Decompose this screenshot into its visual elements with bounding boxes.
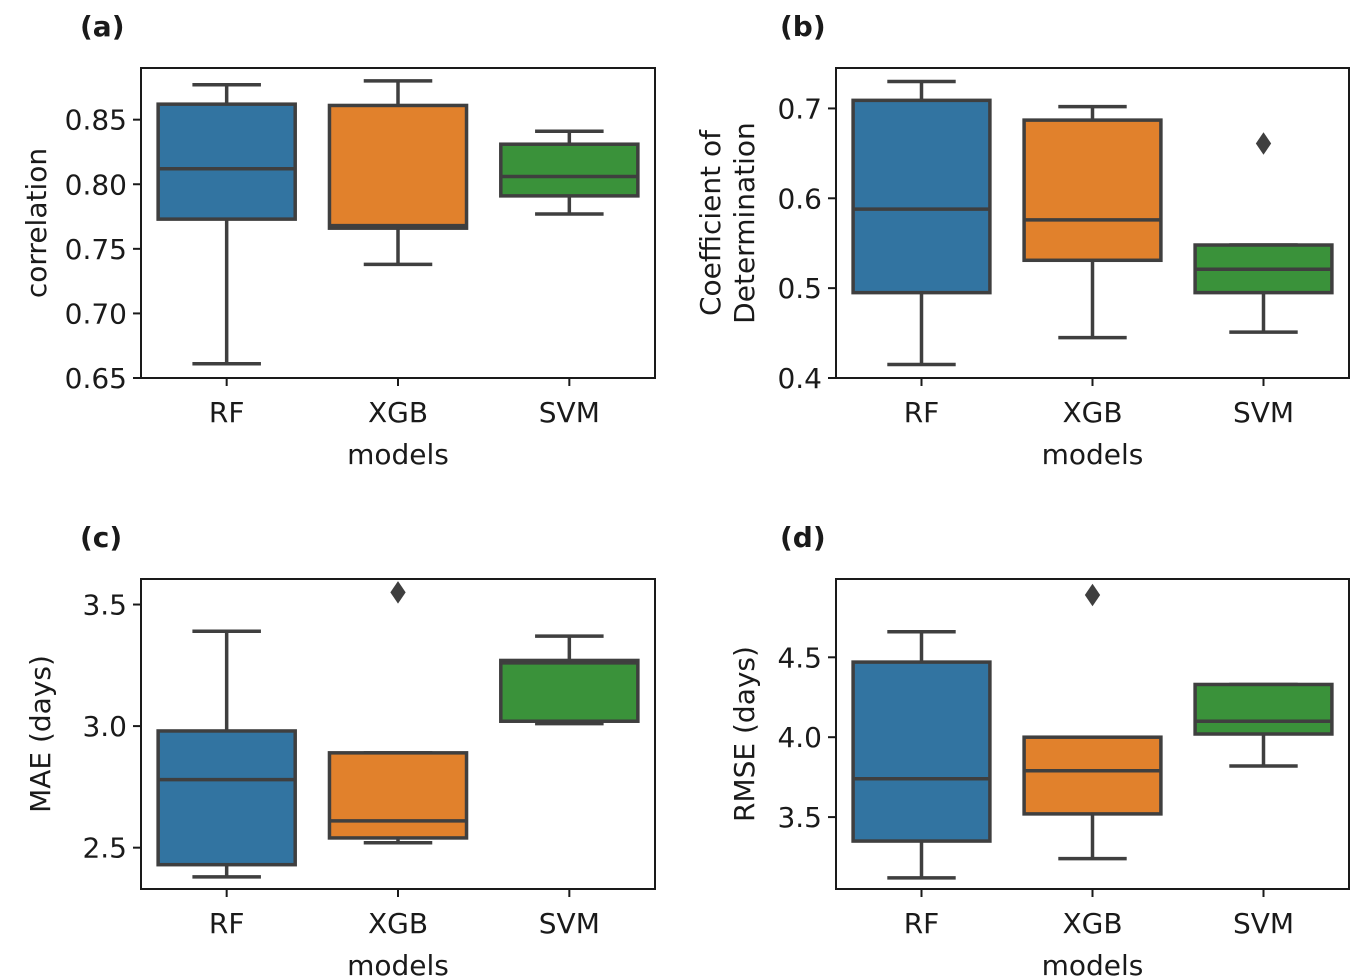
iqr-box bbox=[1022, 118, 1163, 263]
box-d-xgb bbox=[1022, 583, 1163, 861]
box-d-svm bbox=[1193, 682, 1334, 768]
x-axis-title: models bbox=[1042, 949, 1144, 980]
outlier-marker bbox=[1084, 583, 1101, 607]
iqr-box bbox=[1193, 682, 1334, 736]
iqr-box bbox=[327, 103, 469, 230]
y-tick-label: 0.70 bbox=[65, 297, 127, 330]
outlier-marker bbox=[1255, 132, 1272, 155]
y-axis-title: MAE (days) bbox=[24, 655, 57, 813]
x-axis-title: models bbox=[347, 438, 449, 471]
panel-a: (a) 0.65 0.70 0.75 0.80 0.85 RF XGB SVM models co… bbox=[20, 10, 656, 471]
iqr-box bbox=[851, 660, 992, 843]
y-tick-label: 4.0 bbox=[777, 721, 822, 754]
y-axis-title: RMSE (days) bbox=[728, 646, 761, 822]
y-tick-label: 0.75 bbox=[65, 233, 127, 266]
box-c-svm bbox=[499, 634, 640, 726]
y-axis-title: Coefficient of bbox=[694, 129, 727, 316]
x-tick-label: RF bbox=[209, 396, 245, 429]
panel-b: (b) 0.4 0.5 0.6 0.7 RF XGB SVM models Coefficien… bbox=[694, 10, 1350, 471]
panel-d-plot: 3.5 4.0 4.5 RF XGB SVM models RMSE (days) bbox=[728, 578, 1350, 980]
x-tick-label: SVM bbox=[1233, 907, 1294, 940]
x-tick-label: XGB bbox=[1062, 907, 1122, 940]
panel-label-c: (c) bbox=[80, 521, 122, 554]
y-axis-title: Determination bbox=[728, 122, 761, 324]
y-tick-label: 3.0 bbox=[82, 710, 127, 743]
box-d-rf bbox=[851, 629, 992, 880]
y-tick-label: 2.5 bbox=[82, 832, 127, 865]
iqr-box bbox=[499, 142, 640, 198]
y-axis-title: correlation bbox=[20, 148, 53, 298]
x-tick-label: RF bbox=[904, 907, 940, 940]
y-tick-label: 0.4 bbox=[777, 362, 822, 395]
y-tick-label: 0.65 bbox=[65, 362, 127, 395]
box-c-xgb bbox=[327, 581, 469, 845]
x-tick-label: XGB bbox=[368, 396, 428, 429]
y-tick-label: 0.5 bbox=[777, 272, 822, 305]
panel-d: (d) 3.5 4.0 4.5 RF XGB SVM models RMSE (days) bbox=[728, 521, 1350, 980]
y-tick-label: 0.7 bbox=[777, 92, 822, 125]
x-tick-label: RF bbox=[209, 907, 245, 940]
y-tick-label: 3.5 bbox=[777, 801, 822, 834]
y-tick-label: 4.5 bbox=[777, 641, 822, 674]
box-a-xgb bbox=[327, 79, 469, 267]
panel-label-a: (a) bbox=[80, 10, 125, 43]
box-a-svm bbox=[499, 129, 640, 216]
box-b-svm bbox=[1193, 132, 1334, 334]
x-tick-label: SVM bbox=[539, 907, 600, 940]
outlier-marker bbox=[390, 581, 406, 604]
panel-label-b: (b) bbox=[780, 10, 826, 43]
panel-c: (c) 2.5 3.0 3.5 RF XGB SVM models MAE (days) bbox=[24, 521, 656, 980]
y-tick-label: 0.80 bbox=[65, 168, 127, 201]
iqr-box bbox=[851, 98, 992, 295]
iqr-box bbox=[499, 658, 640, 723]
x-axis-title: models bbox=[347, 949, 449, 980]
x-tick-label: SVM bbox=[539, 396, 600, 429]
y-tick-label: 0.6 bbox=[777, 182, 822, 215]
iqr-box bbox=[1022, 735, 1163, 816]
iqr-box bbox=[156, 102, 297, 221]
panel-a-plot: 0.65 0.70 0.75 0.80 0.85 RF XGB SVM models correl… bbox=[20, 67, 656, 471]
x-tick-label: RF bbox=[904, 396, 940, 429]
x-axis-title: models bbox=[1042, 438, 1144, 471]
panel-label-d: (d) bbox=[780, 521, 826, 554]
box-a-rf bbox=[156, 83, 297, 366]
panel-b-plot: 0.4 0.5 0.6 0.7 RF XGB SVM models Coefficient of… bbox=[694, 67, 1350, 471]
x-tick-label: SVM bbox=[1233, 396, 1294, 429]
x-tick-label: XGB bbox=[1062, 396, 1122, 429]
y-tick-label: 0.85 bbox=[65, 104, 127, 137]
y-tick-label: 3.5 bbox=[82, 589, 127, 622]
panel-c-plot: 2.5 3.0 3.5 RF XGB SVM models MAE (days) bbox=[24, 578, 656, 980]
iqr-box bbox=[156, 729, 297, 867]
iqr-box bbox=[327, 751, 469, 840]
box-b-xgb bbox=[1022, 104, 1163, 340]
x-tick-label: XGB bbox=[368, 907, 428, 940]
box-b-rf bbox=[851, 79, 992, 367]
box-c-rf bbox=[156, 629, 297, 879]
